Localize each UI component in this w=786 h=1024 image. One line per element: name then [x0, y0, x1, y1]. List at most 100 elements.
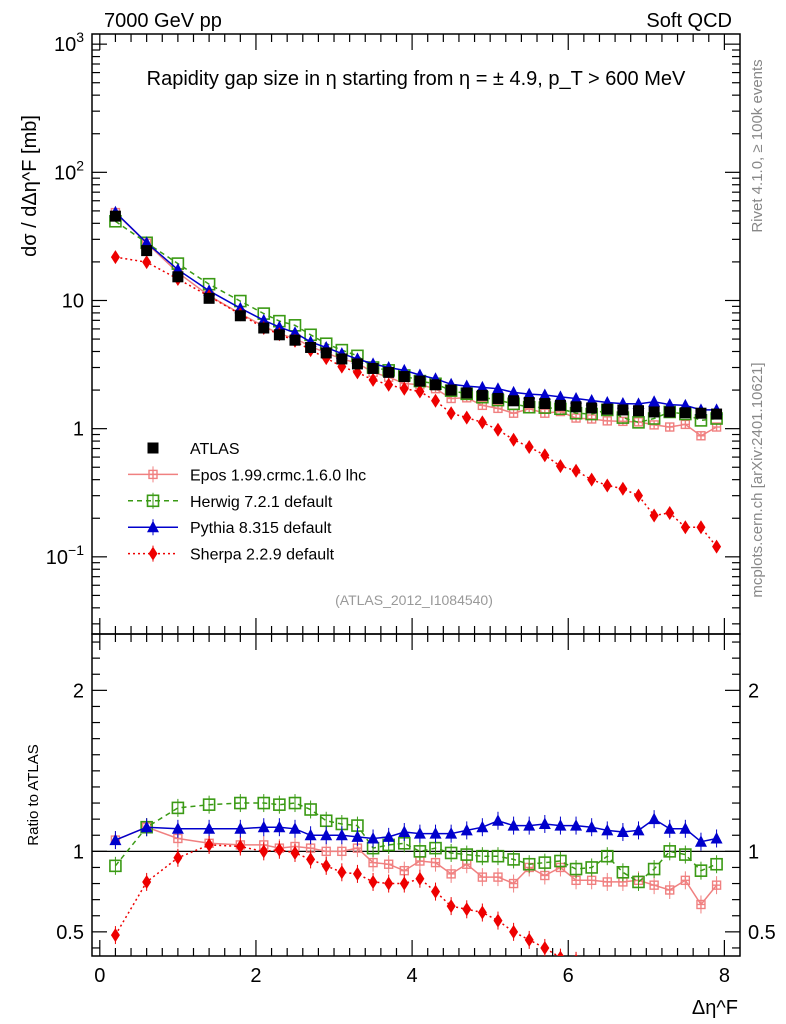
- data-point-atlas: [633, 405, 645, 417]
- ratio-point-sherpa: [290, 845, 300, 860]
- ratio-point-pythia: [601, 823, 614, 836]
- data-point-sherpa: [618, 481, 628, 496]
- ratio-point-herwig: [554, 854, 567, 868]
- data-point-sherpa: [493, 422, 503, 437]
- legend-entry-sherpa: Sherpa 2.2.9 default: [128, 545, 335, 564]
- x-tick-label: 4: [407, 965, 418, 987]
- data-point-sherpa: [696, 520, 706, 535]
- ratio-point-sherpa: [462, 902, 472, 917]
- ratio-plot-frame: 0.5 0.5 1 1 2 2 0 2 4 6 8: [56, 633, 776, 987]
- ratio-point-epos: [368, 857, 378, 868]
- ratio-point-sherpa: [634, 970, 643, 984]
- data-point-atlas: [648, 406, 660, 418]
- ratio-point-sherpa: [477, 905, 487, 920]
- ratio-point-pythia: [234, 822, 247, 834]
- ratio-plot-series: [109, 794, 723, 994]
- legend-marker-epos: [148, 469, 158, 480]
- legend-marker-herwig: [146, 494, 160, 508]
- ratio-point-epos: [649, 880, 659, 890]
- ratio-point-sherpa: [603, 965, 612, 979]
- ratio-point-sherpa: [650, 980, 659, 994]
- ratio-point-sherpa: [574, 953, 578, 956]
- ratio-point-sherpa: [352, 866, 362, 881]
- ratio-point-sherpa: [110, 928, 120, 943]
- ratio-point-pythia: [585, 820, 598, 833]
- main-y-axis-label: dσ / dΔη^F [mb]: [19, 115, 41, 257]
- ratio-point-herwig: [171, 801, 185, 815]
- data-point-pythia: [273, 320, 286, 333]
- data-point-sherpa: [509, 432, 519, 447]
- ratio-point-pythia: [523, 819, 536, 831]
- x-tick-label: 6: [563, 965, 574, 987]
- ratio-point-sherpa: [493, 913, 503, 928]
- ratio-point-epos: [711, 880, 722, 890]
- data-point-sherpa: [477, 415, 487, 430]
- data-point-pythia: [570, 391, 583, 404]
- ratio-point-epos: [602, 877, 612, 887]
- legend-label-pythia: Pythia 8.315 default: [190, 520, 332, 537]
- ratio-point-sherpa: [399, 876, 409, 891]
- data-point-sherpa: [524, 439, 534, 454]
- data-point-atlas: [601, 403, 613, 415]
- ratio-point-herwig: [202, 798, 216, 811]
- analysis-tag: (ATLAS_2012_I1084540): [335, 592, 493, 608]
- ratio-point-sherpa: [142, 874, 152, 889]
- legend-label-atlas: ATLAS: [190, 441, 240, 458]
- ratio-point-pythia: [429, 827, 442, 839]
- data-point-atlas: [234, 310, 246, 322]
- ratio-point-sherpa: [274, 842, 284, 857]
- ratio-point-sherpa: [665, 980, 674, 994]
- legend-entry-atlas: ATLAS: [147, 441, 240, 458]
- ratio-point-epos: [586, 875, 597, 886]
- ratio-point-sherpa: [321, 858, 331, 873]
- ratio-point-sherpa: [587, 960, 596, 974]
- ratio-point-pythia: [694, 835, 707, 847]
- data-point-epos: [618, 416, 628, 427]
- legend-label-sherpa: Sherpa 2.2.9 default: [190, 547, 335, 564]
- data-point-atlas: [539, 398, 551, 410]
- ratio-point-pythia: [554, 819, 567, 831]
- data-point-atlas: [414, 375, 426, 387]
- data-point-atlas: [351, 358, 363, 370]
- plot-title: Rapidity gap size in η starting from η =…: [147, 68, 686, 90]
- data-point-atlas: [430, 379, 442, 391]
- ratio-point-pythia: [140, 820, 153, 833]
- ratio-point-epos: [430, 857, 441, 868]
- ratio-point-herwig: [538, 856, 552, 869]
- ratio-point-epos: [399, 865, 409, 876]
- ratio-point-sherpa: [540, 940, 550, 955]
- ratio-point-pythia: [632, 823, 645, 836]
- legend-marker-atlas: [147, 442, 159, 454]
- data-point-pythia: [491, 382, 504, 394]
- ratio-point-pythia: [382, 830, 395, 842]
- data-point-atlas: [289, 334, 301, 346]
- data-point-atlas: [367, 362, 379, 374]
- main-plot-frame: 10−1 1 10 102 103: [46, 29, 741, 635]
- data-point-pythia: [476, 380, 489, 393]
- data-point-atlas: [476, 389, 488, 401]
- data-point-atlas: [461, 387, 473, 399]
- legend-entry-pythia: Pythia 8.315 default: [128, 519, 332, 537]
- data-point-pythia: [257, 313, 270, 326]
- ratio-y-tick-label-right: 0.5: [748, 922, 776, 944]
- data-point-atlas: [445, 384, 457, 396]
- ratio-point-sherpa: [446, 899, 456, 914]
- data-point-sherpa: [110, 250, 120, 265]
- ratio-point-pythia: [570, 819, 583, 831]
- data-point-sherpa: [571, 463, 581, 478]
- data-point-sherpa: [399, 381, 409, 396]
- data-point-epos: [696, 431, 706, 441]
- data-point-atlas: [617, 404, 629, 416]
- ratio-y-tick-label: 1: [73, 841, 84, 863]
- legend-label-herwig: Herwig 7.2.1 default: [190, 494, 333, 511]
- ratio-point-sherpa: [235, 839, 245, 854]
- data-point-sherpa: [712, 539, 722, 554]
- ratio-point-epos: [383, 859, 394, 869]
- ratio-point-herwig: [288, 796, 302, 810]
- mcplots-label: mcplots.cern.ch [arXiv:2401.10621]: [749, 362, 766, 597]
- ratio-point-pythia: [538, 817, 551, 829]
- data-point-atlas: [508, 395, 520, 407]
- data-point-atlas: [383, 366, 395, 378]
- ratio-point-pythia: [476, 820, 489, 833]
- data-point-sherpa: [368, 372, 378, 387]
